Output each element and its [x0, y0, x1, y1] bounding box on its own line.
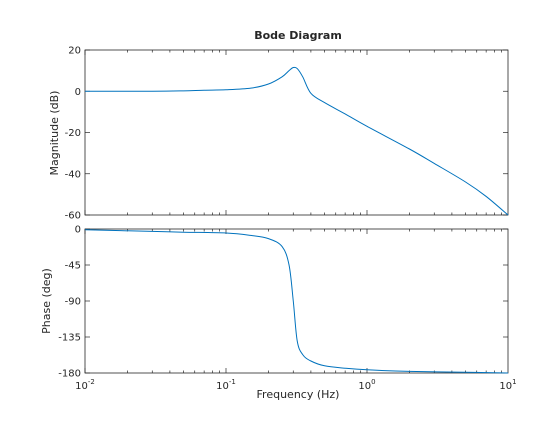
magnitude-plot-frame: [84, 49, 509, 216]
magnitude-series-line: [84, 66, 509, 216]
magnitude-x-ticks: [84, 50, 502, 215]
phase-series-line: [84, 229, 509, 374]
phase-x-ticks: [84, 229, 502, 373]
y-tick-label: -20: [65, 128, 81, 139]
magnitude-ylabel: Magnitude (dB): [48, 91, 61, 176]
magnitude-axes: 20 0 -20 -40 -60 Magnitude (dB): [48, 46, 509, 222]
y-tick-label: -180: [58, 369, 81, 380]
y-tick-label: 20: [68, 46, 81, 57]
chart-title: Bode Diagram: [254, 29, 342, 42]
phase-ylabel: Phase (deg): [40, 268, 53, 334]
x-axis-label: Frequency (Hz): [257, 388, 340, 401]
x-tick-labels: 10-2 10-1 100 101: [75, 378, 516, 392]
magnitude-y-ticks: 20 0 -20 -40 -60: [65, 46, 508, 222]
x-tick-label: 10-2: [75, 378, 95, 392]
y-tick-label: -60: [65, 211, 81, 222]
y-tick-label: 0: [75, 87, 81, 98]
y-tick-label: 0: [75, 225, 81, 236]
x-tick-label: 101: [499, 378, 516, 392]
y-tick-label: -135: [58, 333, 81, 344]
y-tick-label: -45: [65, 261, 81, 272]
phase-axes: 0 -45 -90 -135 -180 Phase (deg): [40, 225, 509, 380]
phase-plot-frame: [84, 228, 509, 374]
x-tick-label: 10-1: [216, 378, 236, 392]
y-tick-label: -40: [65, 169, 81, 180]
y-tick-label: -90: [65, 297, 81, 308]
x-tick-label: 100: [358, 378, 375, 392]
